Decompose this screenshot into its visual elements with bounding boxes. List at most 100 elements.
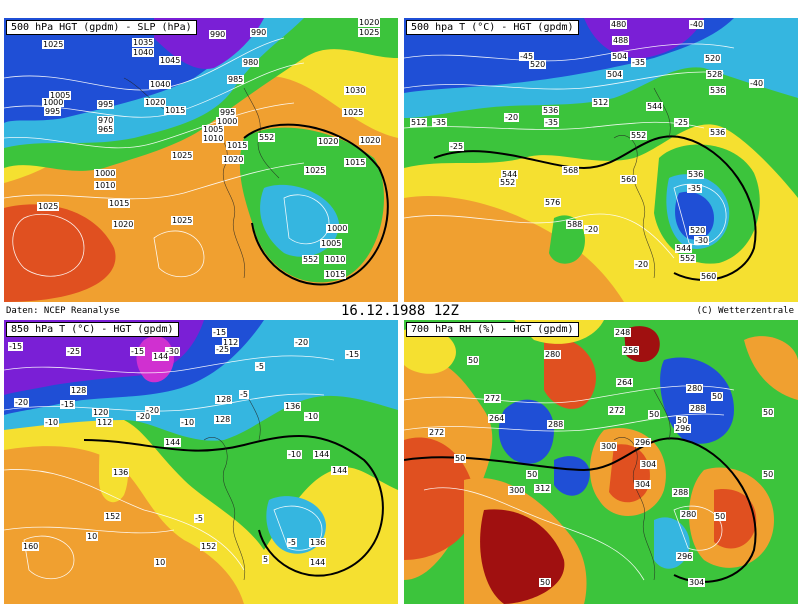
contour-label: 50: [526, 470, 539, 479]
contour-label: -20: [136, 412, 152, 421]
contour-label: 10: [86, 532, 99, 541]
contour-label: -40: [689, 20, 705, 29]
contour-label: 10: [154, 558, 167, 567]
contour-label: 552: [630, 131, 648, 140]
contour-label: 120: [92, 408, 110, 417]
contour-label: 1000: [42, 98, 65, 107]
contour-label: -25: [674, 118, 690, 127]
contour-label: 576: [544, 198, 562, 207]
contour-label: 50: [454, 454, 467, 463]
contour-label: 300: [508, 486, 526, 495]
contour-label: 296: [676, 552, 694, 561]
contour-label: 50: [467, 356, 480, 365]
panel-t850: 850 hPa T (°C) - HGT (gpdm) -15 -15 -25 …: [4, 320, 398, 604]
contour-label: -40: [749, 79, 765, 88]
contour-label: 280: [544, 350, 562, 359]
panel-title: 500 hPa HGT (gpdm) - SLP (hPa): [6, 20, 197, 35]
contour-label: 256: [622, 346, 640, 355]
contour-label: 144: [331, 466, 349, 475]
contour-label: 1025: [37, 202, 60, 211]
contour-label: 536: [687, 170, 705, 179]
contour-label: 1020: [317, 137, 340, 146]
contour-label: -20: [634, 260, 650, 269]
contour-label: 1025: [342, 108, 365, 117]
contour-label: 1035: [132, 38, 155, 47]
contour-label: 50: [762, 408, 775, 417]
contour-label: -20: [145, 406, 161, 415]
contour-label: 985: [227, 75, 245, 84]
contour-label: 280: [686, 384, 704, 393]
contour-label: 1020: [112, 220, 135, 229]
map-t500: [404, 18, 798, 302]
contour-label: 128: [215, 395, 233, 404]
contour-label: 1025: [42, 40, 65, 49]
contour-label: 144: [313, 450, 331, 459]
contour-label: 520: [689, 226, 707, 235]
contour-label: 1010: [324, 255, 347, 264]
contour-label: 288: [547, 420, 565, 429]
contour-label: -5: [255, 362, 265, 371]
contour-label: 512: [410, 118, 428, 127]
contour-label: 544: [675, 244, 693, 253]
contour-label: 50: [676, 416, 689, 425]
contour-label: -20: [14, 398, 30, 407]
contour-label: -20: [504, 113, 520, 122]
contour-label: 536: [542, 106, 560, 115]
contour-label: 1005: [320, 239, 343, 248]
contour-label: 248: [614, 328, 632, 337]
contour-label: 1025: [304, 166, 327, 175]
contour-label: 50: [648, 410, 661, 419]
contour-label: -45: [519, 52, 535, 61]
panel-t500: 500 hpa T (°C) - HGT (gpdm) 480 488 -40 …: [404, 18, 798, 302]
contour-label: -35: [631, 58, 647, 67]
contour-label: 144: [164, 438, 182, 447]
datetime: 16.12.1988 12Z: [340, 303, 459, 319]
contour-label: 160: [22, 542, 40, 551]
contour-label: 1040: [149, 80, 172, 89]
contour-label: 552: [258, 133, 276, 142]
contour-label: 288: [689, 404, 707, 413]
contour-label: -10: [180, 418, 196, 427]
contour-label: 1000: [216, 117, 239, 126]
contour-label: -5: [194, 514, 204, 523]
panel-rh700: 700 hPa RH (%) - HGT (gpdm) 248 256 280 …: [404, 320, 798, 604]
contour-label: 965: [97, 125, 115, 134]
contour-label: 288: [672, 488, 690, 497]
header-banner: Daten: NCEP Reanalyse 16.12.1988 12Z (C)…: [0, 303, 800, 319]
contour-label: 152: [104, 512, 122, 521]
contour-label: 264: [488, 414, 506, 423]
contour-label: 520: [704, 54, 722, 63]
contour-label: -25: [215, 345, 231, 354]
contour-label: 980: [242, 58, 260, 67]
contour-label: -5: [239, 390, 249, 399]
contour-label: 304: [640, 460, 658, 469]
data-source: Daten: NCEP Reanalyse: [6, 306, 120, 316]
contour-label: 1025: [171, 151, 194, 160]
contour-label: -25: [449, 142, 465, 151]
contour-label: 300: [600, 442, 618, 451]
contour-label: 480: [610, 20, 628, 29]
contour-label: -35: [687, 184, 703, 193]
contour-label: -15: [130, 347, 146, 356]
contour-label: 1015: [164, 106, 187, 115]
contour-label: 280: [680, 510, 698, 519]
contour-label: 128: [70, 386, 88, 395]
contour-label: -20: [294, 338, 310, 347]
copyright: (C) Wetterzentrale: [696, 306, 794, 316]
map-t850: [4, 320, 398, 604]
contour-label: 296: [634, 438, 652, 447]
contour-label: 112: [96, 418, 114, 427]
contour-label: 512: [592, 98, 610, 107]
contour-label: 552: [679, 254, 697, 263]
contour-label: 504: [606, 70, 624, 79]
contour-label: 528: [706, 70, 724, 79]
contour-label: 144: [152, 352, 170, 361]
contour-label: 1000: [326, 224, 349, 233]
contour-label: 50: [714, 512, 727, 521]
panel-hgt-slp: 500 hPa HGT (gpdm) - SLP (hPa) 1025 1035…: [4, 18, 398, 302]
contour-label: 520: [529, 60, 547, 69]
contour-label: 1005: [49, 91, 72, 100]
contour-label: -15: [345, 350, 361, 359]
contour-label: 568: [562, 166, 580, 175]
contour-label: 504: [611, 52, 629, 61]
